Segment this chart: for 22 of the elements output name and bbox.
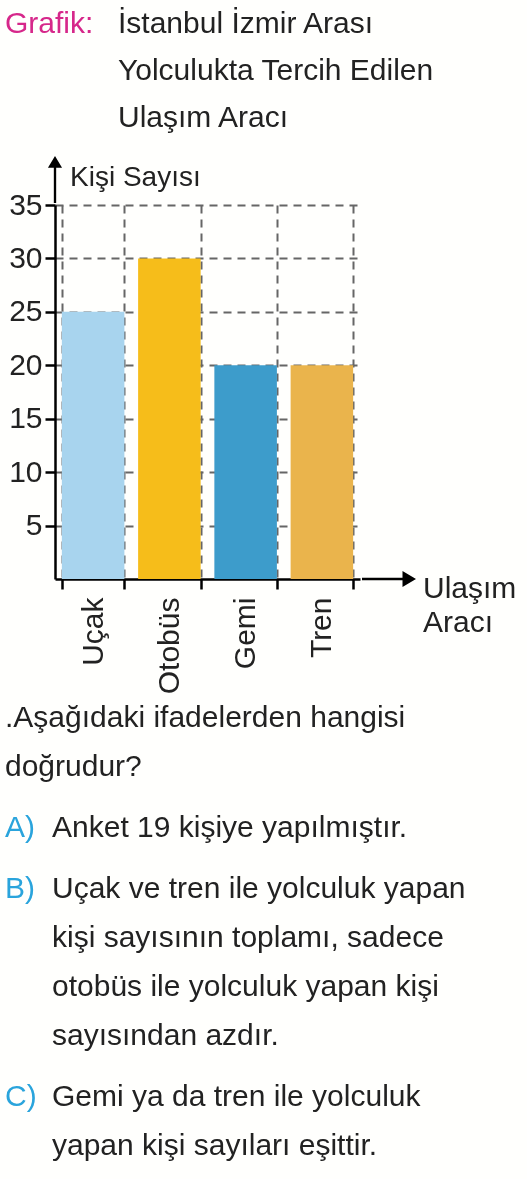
text: A) Anket 19 kişiye yapılmıştır. <box>5 810 408 843</box>
text: C) Gemi ya da tren ile yolculuk yapan kişi sayıları eşittir. <box>5 1079 422 1161</box>
x-tick-label: Uçak <box>75 596 109 666</box>
bar <box>214 365 277 579</box>
y-tick-label: 5 <box>25 508 43 542</box>
bar <box>61 311 125 579</box>
text: .Aşağıdaki ifadelerden hangisi doğrudur? <box>5 700 406 782</box>
x-tick-label: Tren <box>304 597 338 659</box>
x-tick-label: Gemi <box>228 597 262 670</box>
y-axis-title: Kişi Sayısı <box>70 161 201 192</box>
y-tick-label: 10 <box>9 454 43 488</box>
y-tick-label: 20 <box>9 347 43 381</box>
y-tick-label: 35 <box>9 187 43 221</box>
y-tick-label: 15 <box>9 401 43 435</box>
bar <box>290 365 354 579</box>
chart-title: Grafik: İstanbul İzmir Arası Yolculukta Tercih Edilen Ulaşım Aracı <box>5 6 434 133</box>
y-tick-label: 30 <box>9 240 43 274</box>
bar <box>138 258 201 579</box>
x-axis-title: Ulaşım Aracı <box>423 571 517 638</box>
x-tick-label: Otobüs <box>151 597 185 695</box>
y-tick-label: 25 <box>9 294 43 328</box>
text: B) Uçak ve tren ile yolculuk yapan kişi sayısının toplamı, sadece otobüs ile yolculuk yapan kişi sayısından azdır. <box>5 871 466 1051</box>
